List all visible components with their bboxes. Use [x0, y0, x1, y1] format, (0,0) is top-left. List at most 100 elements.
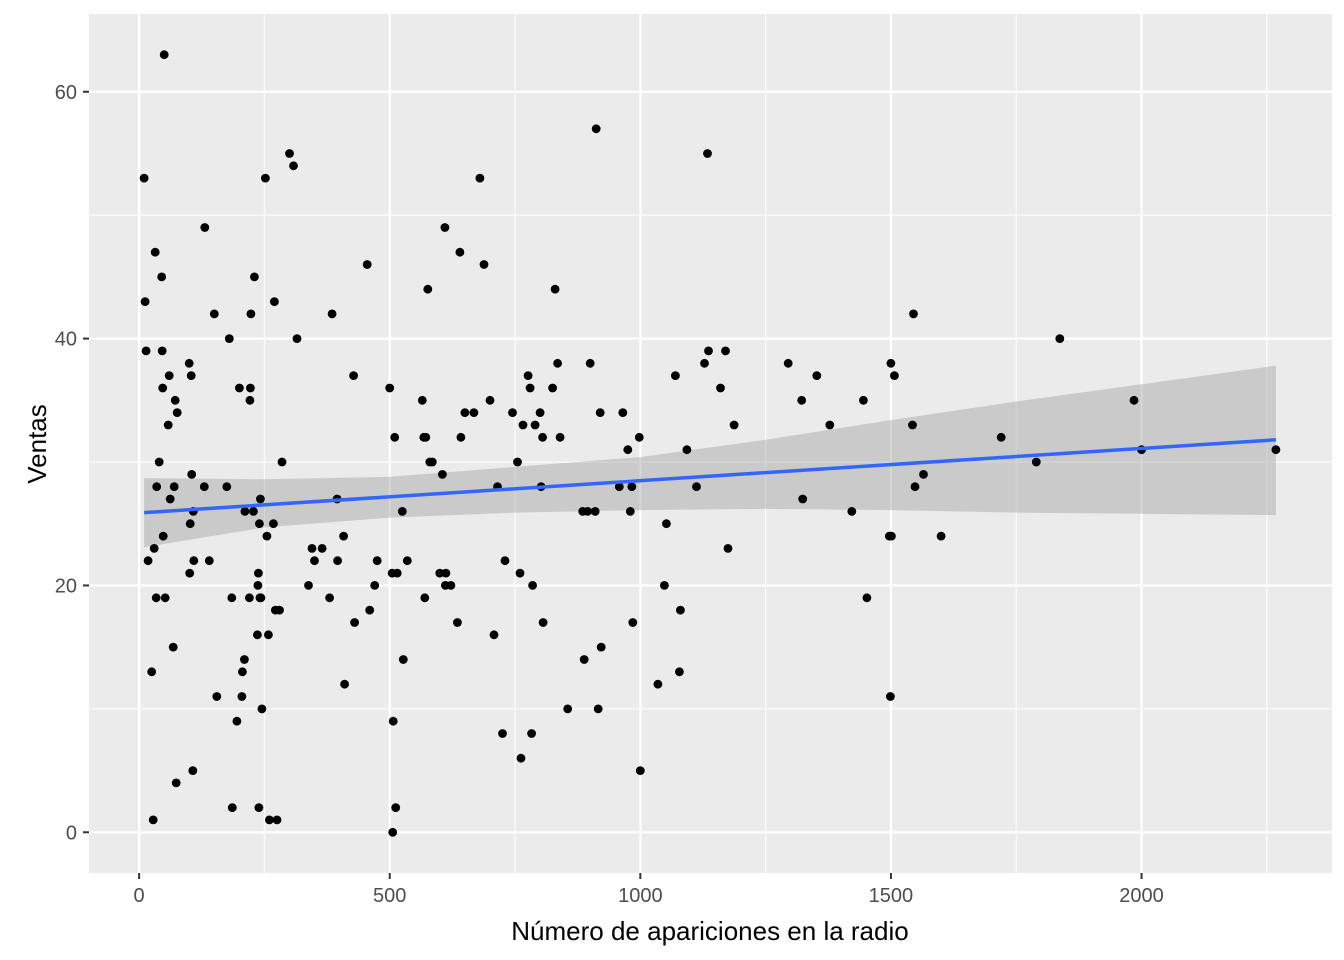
- data-point: [188, 766, 198, 775]
- data-point: [591, 124, 601, 134]
- data-point: [169, 482, 179, 492]
- data-point: [528, 581, 537, 590]
- data-point: [516, 753, 526, 763]
- x-tick-label: 0: [134, 885, 145, 907]
- data-point: [390, 432, 400, 442]
- data-point: [440, 223, 450, 232]
- data-point: [671, 371, 680, 380]
- data-point: [886, 358, 896, 368]
- data-point: [489, 630, 499, 640]
- data-point: [825, 420, 835, 430]
- data-point: [508, 408, 517, 417]
- data-point: [163, 420, 173, 430]
- data-point: [149, 544, 159, 553]
- data-point: [370, 581, 380, 590]
- data-point: [397, 507, 407, 516]
- y-tick-label: 20: [55, 575, 77, 597]
- data-point: [513, 457, 522, 467]
- data-point: [653, 679, 663, 689]
- data-point: [475, 173, 485, 183]
- data-point: [812, 371, 822, 380]
- data-point: [716, 383, 725, 393]
- data-point: [392, 568, 402, 578]
- data-point: [158, 531, 168, 541]
- data-point: [262, 531, 272, 541]
- data-point: [469, 408, 479, 417]
- plot-panel: [89, 14, 1332, 873]
- data-point: [498, 729, 507, 738]
- data-point: [798, 494, 808, 504]
- data-point: [441, 568, 451, 578]
- data-point: [317, 544, 327, 553]
- data-point: [253, 630, 262, 640]
- data-point: [996, 432, 1006, 442]
- data-point: [160, 593, 170, 603]
- data-point: [523, 371, 533, 380]
- data-point: [185, 568, 195, 578]
- data-point: [628, 618, 638, 627]
- data-point: [184, 358, 194, 368]
- data-point: [168, 642, 178, 652]
- data-point: [150, 247, 160, 257]
- data-point: [143, 556, 153, 566]
- data-point: [583, 507, 593, 516]
- data-point: [254, 803, 264, 812]
- data-point: [158, 383, 168, 393]
- data-point: [164, 371, 174, 380]
- data-point: [256, 494, 265, 504]
- data-point: [783, 358, 793, 368]
- data-point: [550, 284, 560, 294]
- confidence-band: [144, 365, 1276, 548]
- data-point: [700, 358, 709, 368]
- data-point: [186, 371, 196, 380]
- minor-gridlines: [89, 14, 1332, 873]
- data-point: [245, 395, 255, 405]
- data-point: [909, 309, 918, 319]
- x-tick-label: 1000: [618, 885, 663, 907]
- data-point: [204, 556, 214, 566]
- data-point: [222, 482, 232, 492]
- data-point: [325, 593, 334, 603]
- x-tick-label: 1500: [869, 885, 914, 907]
- data-point: [250, 272, 259, 282]
- data-point: [515, 568, 525, 578]
- data-point: [623, 445, 633, 455]
- data-point: [388, 827, 398, 837]
- data-point: [723, 544, 733, 553]
- data-point: [847, 507, 857, 516]
- data-point: [563, 704, 573, 714]
- data-point: [635, 766, 645, 775]
- data-point: [372, 556, 382, 566]
- data-point: [936, 531, 946, 541]
- data-point: [590, 507, 600, 516]
- data-point: [385, 383, 395, 393]
- data-point: [350, 618, 359, 627]
- data-point: [159, 50, 169, 60]
- data-point: [200, 223, 210, 232]
- data-point: [227, 593, 237, 603]
- data-point: [402, 556, 412, 566]
- data-point: [721, 346, 730, 356]
- data-point: [249, 507, 258, 516]
- data-point: [535, 408, 545, 417]
- data-point: [157, 272, 167, 282]
- data-point: [675, 667, 684, 677]
- data-point: [398, 655, 408, 664]
- data-point: [362, 260, 372, 269]
- data-point: [246, 309, 256, 319]
- data-point: [170, 395, 180, 405]
- data-point: [919, 470, 928, 479]
- data-point: [307, 544, 317, 553]
- data-point: [862, 593, 872, 603]
- data-point: [256, 593, 266, 603]
- data-point: [485, 395, 495, 405]
- data-point: [254, 568, 263, 578]
- data-point: [141, 346, 151, 356]
- data-point: [662, 519, 671, 529]
- data-point: [908, 420, 917, 430]
- data-point: [212, 692, 222, 701]
- data-point: [525, 383, 535, 393]
- data-point: [890, 371, 899, 380]
- data-point: [420, 593, 430, 603]
